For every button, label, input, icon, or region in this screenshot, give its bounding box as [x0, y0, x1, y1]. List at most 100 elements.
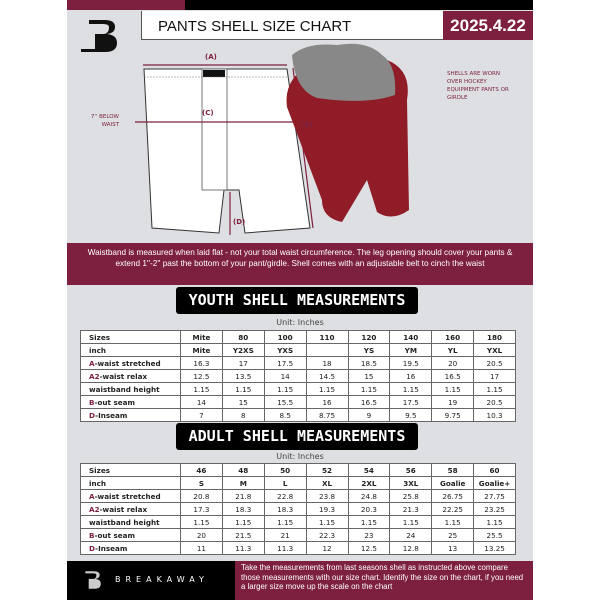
table-cell: 20	[431, 356, 475, 370]
table-cell: 120	[347, 330, 391, 344]
table-cell: 17.3	[180, 502, 223, 516]
measurement-info-band: Waistband is measured when laid flat - n…	[67, 243, 533, 285]
page-title: PANTS SHELL SIZE CHART	[141, 11, 443, 40]
table-cell: 180	[473, 330, 516, 344]
table-cell: 23.8	[305, 489, 349, 503]
table-cell: 14.5	[305, 369, 349, 383]
measurement-name: inch	[89, 478, 106, 488]
table-cell: 1.15	[221, 382, 265, 396]
table-cell: 25.5	[473, 528, 516, 542]
table-row: Sizes Mite 80 100 110 120 140 160 180	[80, 330, 516, 344]
table-cell: 18.5	[347, 356, 391, 370]
table-cell: 15.5	[263, 395, 307, 409]
table-cell: 20	[180, 528, 223, 542]
table-cell: 16.5	[347, 395, 391, 409]
table-cell: 54	[347, 463, 391, 477]
table-cell: 17.5	[263, 356, 307, 370]
table-cell: 24.8	[347, 489, 391, 503]
table-cell: 1.15	[473, 515, 516, 529]
row-label: D-Inseam	[80, 541, 181, 555]
table-cell: L	[263, 476, 307, 490]
table-cell: 10.3	[473, 408, 516, 422]
measurement-code: A2	[89, 371, 100, 381]
table-cell: 17	[221, 356, 265, 370]
row-label: B-out seam	[80, 395, 181, 409]
table-cell: 26.75	[431, 489, 475, 503]
table-cell: 19.3	[305, 502, 349, 516]
table-cell: 9.5	[389, 408, 433, 422]
table-cell: 27.75	[473, 489, 516, 503]
table-cell: 52	[305, 463, 349, 477]
footer-instructions: Take the measurements from last seasons …	[235, 561, 533, 600]
table-cell	[305, 343, 349, 357]
table-cell: Mite	[180, 343, 223, 357]
table-cell: 7	[180, 408, 223, 422]
table-cell: 12.5	[180, 369, 223, 383]
table-cell: 21.8	[221, 489, 265, 503]
table-cell: 22.3	[305, 528, 349, 542]
table-row: waistband height 1.15 1.15 1.15 1.15 1.15 1.15…	[80, 382, 516, 396]
label-d: (D)	[233, 218, 246, 226]
table-cell: YM	[389, 343, 433, 357]
row-label: waistband height	[80, 382, 181, 396]
size-chart-page: PANTS SHELL SIZE CHART 2025.4.22 (A) (C)…	[67, 0, 533, 600]
table-cell: 21.3	[389, 502, 433, 516]
table-cell: 48	[221, 463, 265, 477]
table-cell: 12	[305, 541, 349, 555]
table-cell: 1.15	[263, 382, 307, 396]
youth-size-table: Sizes Mite 80 100 110 120 140 160 180 inch Mite Y2X…	[80, 330, 516, 422]
table-row: A-waist stretched 16.3 17 17.5 18 18.5 19.5 20 2…	[80, 356, 516, 370]
row-label: A-waist stretched	[80, 489, 181, 503]
table-row: B-out seam 14 15 15.5 16 16.5 17.5 19 20.5	[80, 395, 516, 409]
pants-outline-drawing	[135, 43, 409, 235]
table-cell: YS	[347, 343, 391, 357]
table-row: waistband height 1.15 1.15 1.15 1.15 1.15 1.15…	[80, 515, 516, 529]
measurement-code: D	[89, 543, 96, 553]
youth-section-title: YOUTH SHELL MEASUREMENTS	[176, 287, 418, 314]
table-cell: S	[180, 476, 223, 490]
table-cell: 16.5	[431, 369, 475, 383]
measurement-name: waistband height	[89, 384, 160, 394]
label-a: (A)	[205, 53, 217, 61]
table-cell: 25.8	[389, 489, 433, 503]
table-row: Sizes 46 48 50 52 54 56 58 60	[80, 463, 516, 477]
youth-unit-label: Unit: Inches	[276, 318, 324, 327]
table-cell: 13	[431, 541, 475, 555]
table-cell: 1.15	[180, 515, 223, 529]
table-cell: 16	[305, 395, 349, 409]
table-cell: 22.8	[263, 489, 307, 503]
table-cell: 13.25	[473, 541, 516, 555]
table-cell: 1.15	[221, 515, 265, 529]
table-cell: 8	[221, 408, 265, 422]
chart-date: 2025.4.22	[443, 11, 533, 40]
table-cell: 11	[180, 541, 223, 555]
table-cell: 22.25	[431, 502, 475, 516]
table-row: A2-waist relax 12.5 13.5 14 14.5 15 16 16.5 17	[80, 369, 516, 383]
table-cell: 1.15	[389, 515, 433, 529]
table-cell: 8.75	[305, 408, 349, 422]
table-cell: Goalie+	[473, 476, 516, 490]
row-label: waistband height	[80, 515, 181, 529]
table-cell: 1.15	[180, 382, 223, 396]
table-cell: 16.3	[180, 356, 223, 370]
row-label: inch	[80, 476, 181, 490]
adult-size-table: Sizes 46 48 50 52 54 56 58 60 inch S M L XL 2XL 3XL Goal…	[80, 463, 516, 555]
measurement-name: -Inseam	[95, 410, 128, 420]
table-row: A-waist stretched 20.8 21.8 22.8 23.8 24.8 25.…	[80, 489, 516, 503]
table-cell: 2XL	[347, 476, 391, 490]
table-cell: 1.15	[431, 382, 475, 396]
table-cell: 18	[305, 356, 349, 370]
label-c: (C)	[202, 109, 214, 117]
top-black-bar	[185, 0, 533, 10]
table-cell: 1.15	[305, 382, 349, 396]
table-cell: 58	[431, 463, 475, 477]
table-row: D-Inseam 11 11.3 11.3 12 12.5 12.8 13 13.25	[80, 541, 516, 555]
table-row: inch Mite Y2XS YXS YS YM YL YXL	[80, 343, 516, 357]
measurement-name: -waist relax	[99, 504, 148, 514]
table-cell: 13.5	[221, 369, 265, 383]
table-row: A2-waist relax 17.3 18.3 18.3 19.3 20.3 21.3 22…	[80, 502, 516, 516]
table-cell: 21	[263, 528, 307, 542]
row-label: B-out seam	[80, 528, 181, 542]
table-cell: 20.8	[180, 489, 223, 503]
table-cell: 56	[389, 463, 433, 477]
